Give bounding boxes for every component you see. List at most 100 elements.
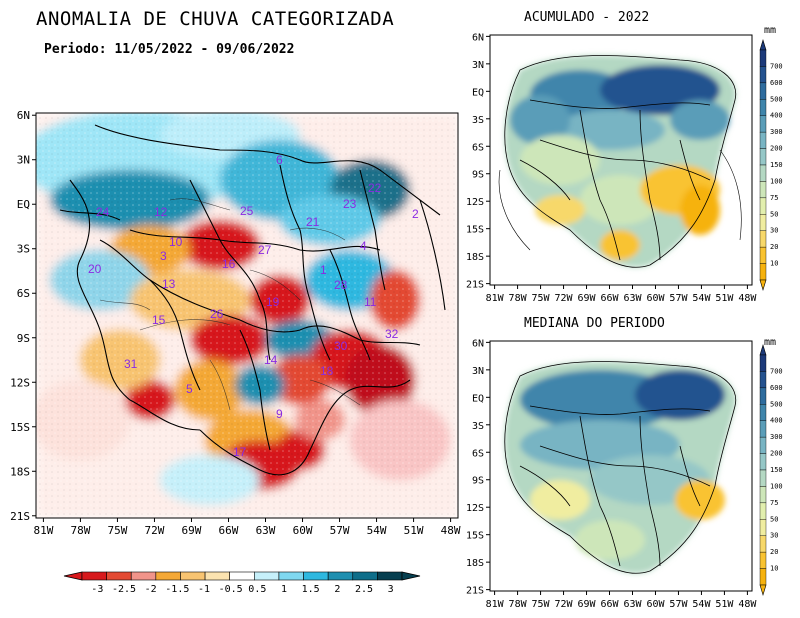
colorbar-arrow-top [759, 38, 767, 51]
lon-tick-label: 78W [509, 599, 528, 610]
colorbar-tick-label: 2 [334, 584, 340, 595]
colorbar-swatch [759, 436, 767, 454]
accumulated-panel-title: ACUMULADO - 2022 [524, 10, 650, 25]
colorbar-tick-label: -0.5 [219, 584, 243, 595]
colorbar-tick-label: 100 [770, 482, 783, 490]
colorbar-tick-label: -1.5 [165, 584, 189, 595]
lon-tick-label: 69W [577, 599, 596, 610]
lat-tick-label: 15S [10, 421, 30, 434]
lat-tick-label: EQ [472, 87, 484, 98]
lat-tick-label: 3S [17, 243, 30, 256]
basin-label: 1 [320, 263, 327, 277]
colorbar-arrow-left [63, 571, 83, 581]
lat-tick-label: 12S [466, 503, 484, 514]
accumulated-colorbar: 700 600 500 400 300 200 150 100 75 50 30 20 10 [759, 38, 783, 292]
main-title: ANOMALIA DE CHUVA CATEGORIZADA [36, 8, 395, 30]
colorbar-swatch [759, 246, 767, 264]
basin-label: 31 [124, 357, 138, 371]
colorbar-tick-label: 10 [770, 565, 778, 573]
colorbar-tick-label: -1 [198, 584, 210, 595]
anomaly-colorbar: -3 -2.5 -2 -1.5 -1 -0.5 0.5 1 1.5 2 2.5 3 [63, 571, 421, 595]
colorbar-tick-label: 600 [770, 384, 783, 392]
colorbar-tick-label: 200 [770, 145, 783, 153]
lat-tick-label: 6N [472, 32, 484, 43]
colorbar-tick-label: 50 [770, 210, 778, 218]
lon-tick-label: 69W [182, 524, 202, 537]
lat-tick-label: 3N [17, 154, 30, 167]
lat-tick-label: 3S [472, 421, 484, 432]
lat-tick-label: 9S [472, 476, 484, 487]
lon-tick-label: 78W [509, 293, 528, 304]
accumulated-lon-axis: 81W 78W 75W 72W 69W 66W 63W 60W 57W 54W 51W 48W [486, 285, 757, 304]
lon-tick-label: 66W [219, 524, 239, 537]
lat-tick-label: EQ [472, 393, 484, 404]
lat-tick-label: EQ [17, 198, 30, 211]
lat-tick-label: 21S [466, 280, 484, 291]
colorbar-swatch [759, 197, 767, 215]
lon-tick-label: 72W [145, 524, 165, 537]
basin-label: 27 [258, 243, 272, 257]
colorbar-swatch [759, 263, 767, 281]
colorbar-arrow-right [401, 571, 421, 581]
basin-label: 15 [152, 313, 166, 327]
lon-tick-label: 81W [486, 293, 505, 304]
basin-label: 2 [412, 207, 419, 221]
colorbar-swatch [759, 230, 767, 248]
basin-label: 26 [210, 307, 224, 321]
lat-tick-label: 18S [466, 252, 484, 263]
basin-label: 32 [385, 327, 399, 341]
lon-tick-label: 57W [330, 524, 350, 537]
median-lat-axis: 6N 3N EQ 3S 6S 9S 12S 15S 18S 21S [466, 338, 490, 597]
colorbar-tick-label: 30 [770, 227, 778, 235]
basin-label: 21 [306, 215, 320, 229]
colorbar-swatch [759, 535, 767, 553]
lon-tick-label: 81W [33, 524, 53, 537]
colorbar-swatch [155, 571, 181, 581]
basin-label: 18 [320, 364, 334, 378]
lon-tick-label: 81W [486, 599, 505, 610]
colorbar-swatch [759, 486, 767, 504]
colorbar-tick-label: -2.5 [112, 584, 136, 595]
lat-tick-label: 15S [466, 531, 484, 542]
lon-tick-label: 66W [600, 599, 619, 610]
basin-label: 3 [160, 249, 167, 263]
colorbar-tick-label: 75 [770, 194, 778, 202]
lon-tick-label: 54W [367, 524, 387, 537]
median-lon-axis: 81W 78W 75W 72W 69W 66W 63W 60W 57W 54W 51W 48W [486, 591, 757, 610]
colorbar-tick-label: 300 [770, 128, 783, 136]
colorbar-swatch [303, 571, 329, 581]
colorbar-swatch [759, 164, 767, 182]
colorbar-tick-label: 20 [770, 548, 778, 556]
median-panel-title: MEDIANA DO PERIODO [524, 316, 665, 331]
basin-label: 14 [264, 353, 278, 367]
basin-label: 16 [222, 257, 236, 271]
main-lat-axis: 6N 3N EQ 3S 6S 9S 12S 15S 18S 21S [10, 109, 36, 523]
colorbar-tick-label: 400 [770, 112, 783, 120]
colorbar-tick-label: 10 [770, 260, 778, 268]
main-lon-axis: 81W 78W 75W 72W 69W 66W 63W 60W 57W 54W 51W 48W [33, 518, 461, 537]
colorbar-tick-label: 30 [770, 532, 778, 540]
lon-tick-label: 72W [555, 599, 574, 610]
basin-label: 10 [169, 235, 183, 249]
basin-label: 9 [276, 407, 283, 421]
lat-tick-label: 6S [17, 287, 30, 300]
lon-tick-label: 75W [108, 524, 128, 537]
colorbar-swatch [759, 148, 767, 166]
colorbar-tick-label: 400 [770, 417, 783, 425]
colorbar-swatch [759, 404, 767, 421]
colorbar-swatch [377, 571, 403, 581]
basin-label: 23 [343, 197, 357, 211]
lat-tick-label: 6S [472, 448, 484, 459]
lon-tick-label: 60W [293, 524, 313, 537]
lon-tick-label: 78W [70, 524, 90, 537]
colorbar-swatch [759, 387, 767, 405]
colorbar-tick-label: 700 [770, 62, 783, 70]
lat-tick-label: 9S [472, 170, 484, 181]
colorbar-swatch [759, 214, 767, 231]
colorbar-tick-label: 200 [770, 450, 783, 458]
lat-tick-label: 3N [472, 60, 484, 71]
colorbar-swatch [81, 571, 107, 581]
basin-label: 24 [96, 205, 110, 219]
basin-label: 5 [186, 382, 193, 396]
